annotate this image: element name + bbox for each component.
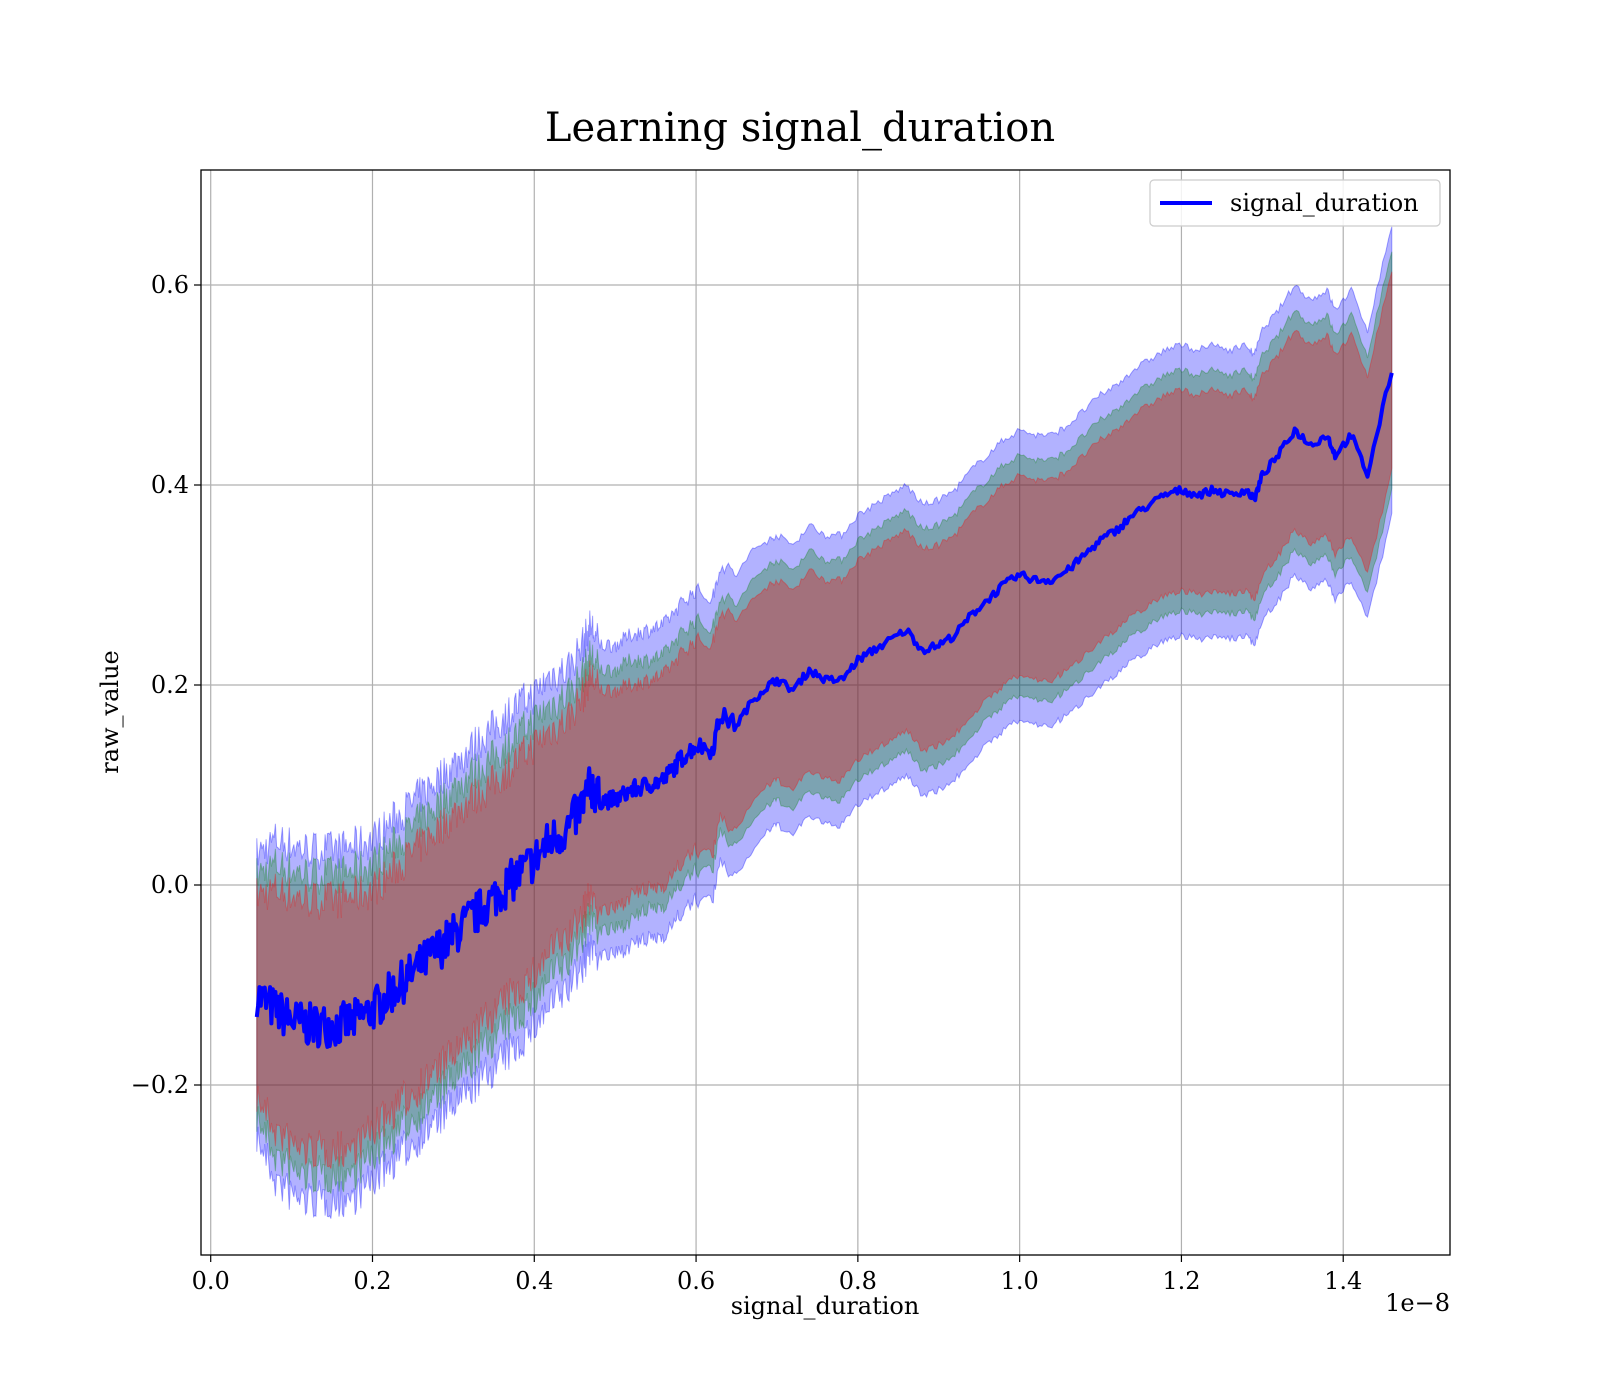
y-tick-label: 0.4 bbox=[151, 471, 189, 499]
y-axis: −0.2 0.0 0.2 0.4 0.6 bbox=[131, 271, 201, 1099]
band-inner-area bbox=[256, 271, 1393, 1169]
x-tick-label: 1.4 bbox=[1324, 1267, 1362, 1295]
x-tick-label: 0.0 bbox=[192, 1267, 230, 1295]
grid bbox=[201, 170, 1450, 1255]
x-tick-label: 1.2 bbox=[1162, 1267, 1200, 1295]
legend-box bbox=[1149, 179, 1441, 227]
band-outer-area bbox=[256, 226, 1393, 1219]
y-tick-label: 0.6 bbox=[151, 271, 189, 299]
x-tick-label: 0.4 bbox=[515, 1267, 553, 1295]
band-middle bbox=[256, 251, 1393, 1194]
y-tick-label: 0.2 bbox=[151, 671, 189, 699]
x-tick-label: 0.2 bbox=[353, 1267, 391, 1295]
y-tick-label: −0.2 bbox=[131, 1071, 189, 1099]
line-layer bbox=[254, 372, 1394, 1049]
band-outer bbox=[256, 226, 1393, 1219]
x-tick-label: 0.6 bbox=[677, 1267, 715, 1295]
legend: signal_duration bbox=[1149, 179, 1441, 227]
legend-label: signal_duration bbox=[1230, 189, 1419, 217]
x-tick-label: 0.8 bbox=[839, 1267, 877, 1295]
chart-title: Learning signal_duration bbox=[545, 105, 1055, 151]
series-line-signal-duration bbox=[254, 372, 1394, 1049]
plot-frame bbox=[200, 169, 1451, 1256]
y-tick-label: 0.0 bbox=[151, 871, 189, 899]
band-inner bbox=[256, 271, 1393, 1169]
y-axis-label: raw_value bbox=[96, 650, 124, 774]
x-axis-label: signal_duration bbox=[731, 1292, 920, 1320]
band-middle-area bbox=[256, 251, 1393, 1194]
x-axis-offset-label: 1e−8 bbox=[1385, 1289, 1450, 1317]
x-axis: 0.0 0.2 0.4 0.6 0.8 1.0 1.2 1.4 bbox=[192, 1255, 1362, 1295]
x-tick-label: 1.0 bbox=[1001, 1267, 1039, 1295]
